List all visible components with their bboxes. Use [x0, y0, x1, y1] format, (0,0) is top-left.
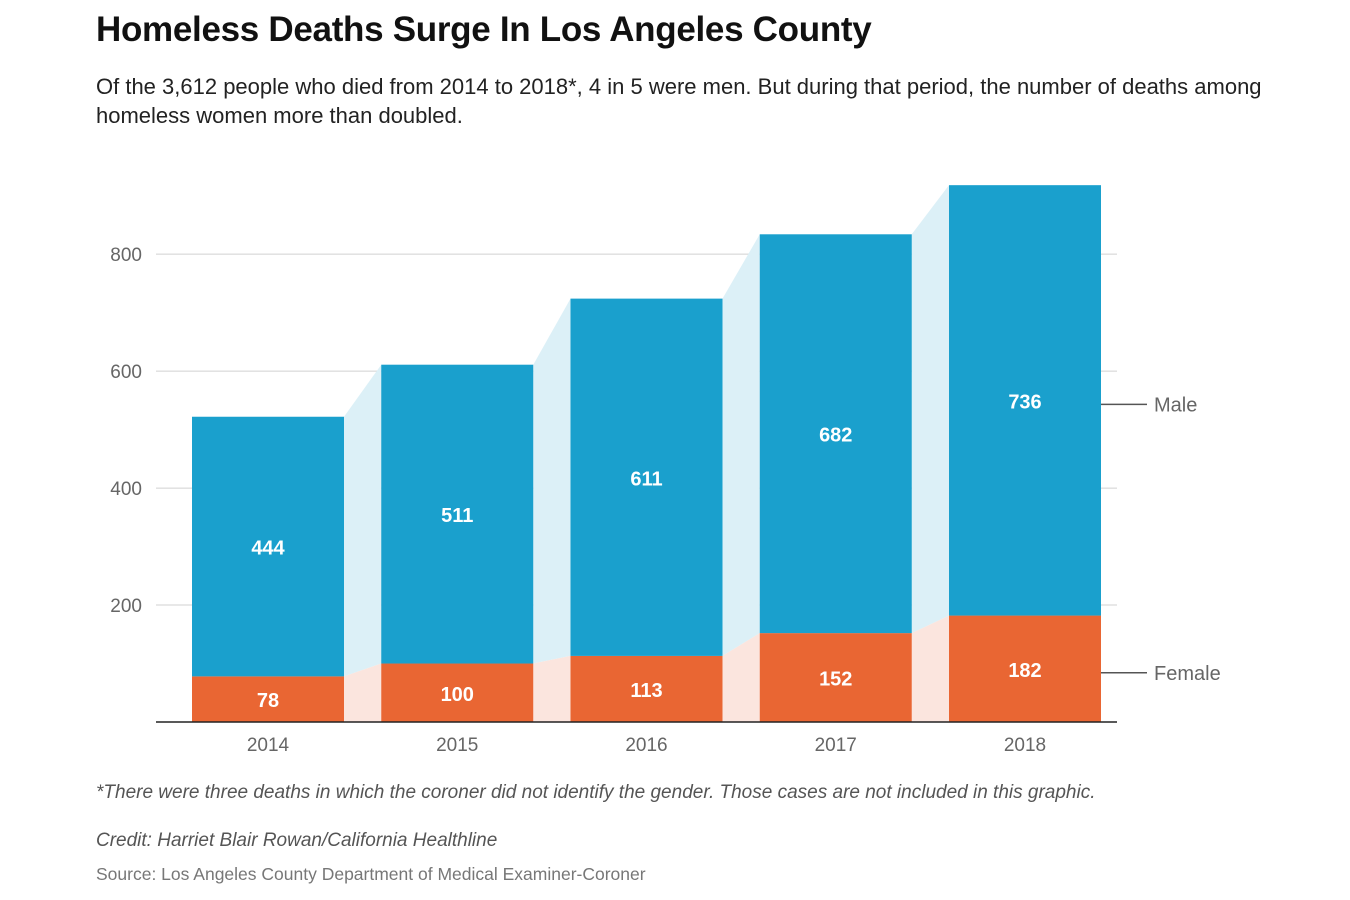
data-label-male: 444 [251, 538, 285, 560]
bar-male [949, 185, 1101, 616]
source-line: Source: Los Angeles County Department of… [96, 864, 646, 884]
data-label-male: 611 [630, 468, 662, 490]
x-tick-label: 2018 [1004, 735, 1046, 756]
male-connector-band [344, 364, 382, 677]
bar-male [570, 298, 723, 656]
bar-male [381, 364, 534, 664]
bar-female [570, 655, 723, 722]
x-tick-label: 2016 [625, 735, 667, 756]
y-tick-label: 400 [110, 479, 142, 500]
chart-title: Homeless Deaths Surge In Los Angeles Cou… [96, 10, 872, 49]
y-tick-label: 600 [110, 362, 142, 383]
female-connector-band [344, 663, 382, 722]
data-label-male: 682 [819, 425, 852, 447]
data-labels: 78 444 100 511 113 611 152 682 182 736 [251, 391, 1041, 712]
legend-label-female: Female [1154, 663, 1221, 685]
data-label-male: 736 [1008, 391, 1041, 413]
y-tick-label: 200 [110, 596, 142, 617]
x-tick-label: 2015 [436, 735, 478, 756]
x-tick-label: 2017 [815, 735, 857, 756]
bar-male [192, 416, 344, 677]
bar-female [192, 676, 344, 722]
y-tick-label: 800 [110, 245, 142, 266]
data-label-female: 152 [819, 669, 852, 691]
legend: Male Female [1101, 394, 1221, 685]
footnote: *There were three deaths in which the co… [96, 782, 1096, 803]
data-label-female: 113 [630, 680, 662, 702]
credit-line: Credit: Harriet Blair Rowan/California H… [96, 830, 498, 851]
female-connector-band [533, 655, 571, 722]
data-label-female: 100 [441, 684, 474, 706]
axes: 200 400 600 800 2014 2015 2016 2017 2018 [110, 245, 1117, 756]
legend-label-male: Male [1154, 394, 1197, 416]
male-connector-band [533, 298, 571, 664]
male-connector-band [911, 185, 949, 634]
x-tick-label: 2014 [247, 735, 290, 756]
bar-male [759, 234, 912, 634]
bar-female [949, 615, 1101, 722]
bar-female [381, 663, 534, 722]
female-connector-band [722, 633, 760, 722]
bar-female [759, 633, 912, 722]
chart-subtitle: Of the 3,612 people who died from 2014 t… [96, 74, 1262, 128]
bars [192, 185, 1101, 722]
female-connector-band [911, 615, 949, 722]
connector-bands [344, 185, 949, 722]
data-label-male: 511 [441, 505, 473, 527]
male-connector-band [722, 234, 760, 656]
data-label-female: 182 [1008, 660, 1041, 682]
data-label-female: 78 [257, 690, 279, 712]
